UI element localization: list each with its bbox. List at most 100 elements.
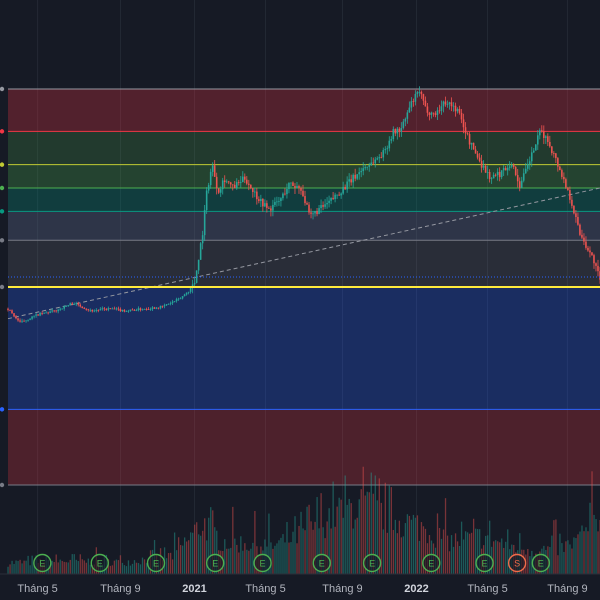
volume-bar	[416, 515, 419, 574]
volume-bar	[557, 555, 559, 574]
fib-level-handle[interactable]	[0, 129, 5, 134]
x-tick-label: Tháng 9	[547, 583, 587, 595]
volume-bar	[553, 520, 555, 574]
volume-bar	[298, 525, 300, 574]
candle-body	[380, 157, 383, 159]
event-marker-circle[interactable]	[312, 553, 331, 573]
fib-zone	[8, 409, 600, 485]
candle-body	[65, 305, 67, 307]
candle-body	[47, 312, 49, 314]
volume-bar	[436, 513, 439, 574]
event-marker[interactable]: E	[531, 553, 550, 573]
event-marker[interactable]: E	[253, 553, 272, 573]
trend-line-layer[interactable]	[7, 187, 600, 320]
volume-bar	[25, 560, 27, 574]
volume-bar	[460, 521, 463, 574]
candle-body	[362, 168, 364, 172]
fib-level-handle[interactable]	[0, 482, 5, 488]
event-marker[interactable]: E	[362, 553, 382, 573]
event-marker[interactable]: E	[146, 553, 166, 573]
volume-bar	[278, 540, 280, 574]
fib-level-handle[interactable]	[0, 162, 5, 167]
fib-level-handle[interactable]	[0, 86, 5, 92]
volume-bar	[569, 544, 571, 574]
candle-body	[227, 181, 230, 183]
event-marker-circle[interactable]	[90, 553, 109, 573]
fib-level-handle[interactable]	[0, 284, 5, 290]
volume-bar	[420, 522, 423, 574]
volume-bar	[396, 533, 399, 574]
candle-body	[547, 136, 549, 142]
volume-bar	[125, 566, 128, 574]
event-marker[interactable]: S	[507, 553, 527, 573]
volume-bar	[589, 502, 591, 574]
volume-bar	[236, 544, 238, 574]
volume-bar	[198, 534, 200, 574]
event-marker[interactable]: E	[90, 553, 109, 573]
fib-zone	[8, 164, 600, 188]
candle-body	[99, 309, 102, 311]
candle-body	[524, 168, 527, 174]
candle-body	[19, 320, 21, 322]
candle-body	[91, 309, 94, 312]
event-marker[interactable]: E	[33, 553, 52, 573]
event-marker-circle[interactable]	[362, 553, 382, 573]
candle-body	[583, 237, 585, 242]
candle-body	[61, 308, 63, 310]
fib-level-handle[interactable]	[0, 407, 5, 412]
volume-bar	[366, 491, 368, 574]
event-marker-circle[interactable]	[253, 553, 272, 573]
event-marker-circle[interactable]	[422, 553, 441, 573]
event-marker-circle[interactable]	[146, 553, 166, 573]
candle-body	[199, 243, 202, 260]
candle-body	[308, 204, 310, 213]
volume-bar	[414, 517, 417, 574]
volume-bar	[169, 552, 172, 574]
event-marker-label: S	[514, 559, 520, 569]
volume-bar	[254, 510, 256, 574]
event-marker-circle[interactable]	[205, 553, 225, 573]
event-marker-circle[interactable]	[33, 553, 52, 573]
event-marker[interactable]: E	[312, 553, 331, 573]
event-marker-circle[interactable]	[531, 553, 550, 573]
candle-body	[169, 303, 172, 304]
volume-bar	[244, 543, 246, 574]
volume-bar	[77, 561, 79, 574]
volume-bar	[474, 528, 477, 574]
event-marker[interactable]: E	[475, 553, 494, 573]
candle-body	[286, 189, 288, 195]
candle-body	[53, 310, 55, 312]
event-marker[interactable]: E	[422, 553, 441, 573]
candle-body	[260, 198, 262, 202]
fib-level-handle[interactable]	[0, 209, 5, 214]
candle-body	[254, 191, 256, 193]
candle-body	[508, 166, 511, 168]
volume-bar	[57, 562, 59, 574]
candle-body	[408, 107, 411, 113]
candle-body	[532, 150, 535, 153]
fib-level-handle[interactable]	[0, 238, 5, 243]
volume-bar	[406, 514, 409, 574]
candle-body	[356, 174, 358, 179]
trend-line[interactable]	[7, 187, 600, 320]
candle-body	[213, 165, 216, 177]
candle-body	[185, 292, 188, 295]
candle-body	[123, 309, 126, 312]
volume-bar	[354, 519, 356, 574]
event-marker[interactable]: E	[205, 553, 225, 573]
event-marker-circle[interactable]	[475, 553, 494, 573]
candle-body	[444, 101, 447, 105]
volume-bar	[119, 555, 122, 574]
fib-level-handle[interactable]	[0, 185, 5, 191]
volume-bar	[348, 498, 350, 574]
event-marker-circle[interactable]	[507, 553, 527, 573]
candle-body	[502, 168, 505, 171]
volume-bar	[107, 559, 110, 574]
candle-body	[470, 142, 473, 145]
candle-body	[250, 184, 252, 189]
volume-bar	[390, 487, 392, 574]
candle-body	[79, 304, 82, 307]
